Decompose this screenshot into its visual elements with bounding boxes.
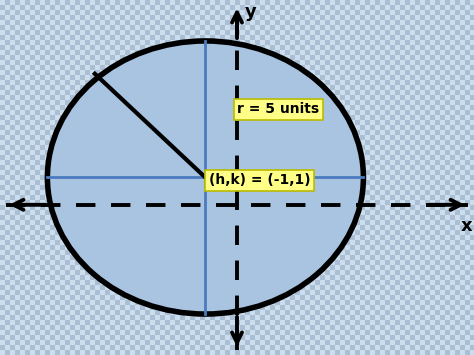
Text: r = 5 units: r = 5 units xyxy=(237,102,319,116)
Text: (h,k) = (-1,1): (h,k) = (-1,1) xyxy=(209,173,310,187)
Circle shape xyxy=(47,41,364,314)
Text: x: x xyxy=(461,217,473,235)
Text: y: y xyxy=(245,3,256,21)
